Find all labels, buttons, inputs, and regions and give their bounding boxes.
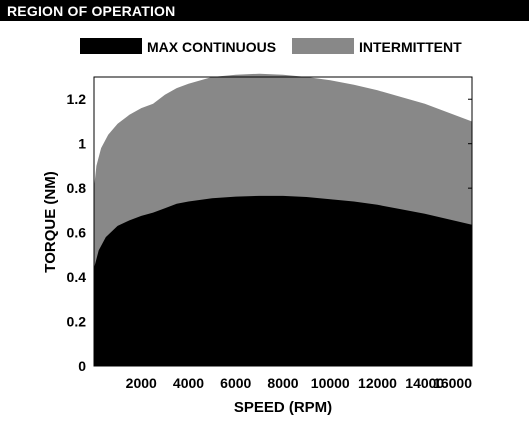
legend: MAX CONTINUOUS INTERMITTENT	[80, 38, 462, 55]
x-tick-label: 6000	[220, 375, 251, 391]
x-tick-label: 10000	[311, 375, 350, 391]
x-axis-title: SPEED (RPM)	[234, 399, 332, 416]
y-tick-label: 1.2	[67, 91, 87, 107]
legend-label-intermittent: INTERMITTENT	[359, 39, 462, 55]
header-bar	[0, 0, 529, 21]
x-tick-label: 14000	[405, 375, 444, 391]
series-max-continuous-area	[94, 195, 472, 366]
plot-area	[93, 73, 473, 367]
x-tick-label: 4000	[173, 375, 204, 391]
y-tick-label: 0.4	[67, 269, 87, 285]
x-tick-label: 12000	[358, 375, 397, 391]
x-tick-label: 2000	[126, 375, 157, 391]
y-tick-label: 1	[78, 136, 86, 152]
y-axis-title: TORQUE (NM)	[42, 171, 59, 272]
y-tick-label: 0	[78, 358, 86, 374]
x-tick-label: 16000	[433, 375, 472, 391]
x-tick-label: 8000	[267, 375, 298, 391]
y-tick-label: 0.8	[67, 180, 87, 196]
header-title: REGION OF OPERATION	[7, 3, 176, 19]
legend-label-max-continuous: MAX CONTINUOUS	[147, 39, 276, 55]
y-tick-label: 0.2	[67, 314, 87, 330]
legend-swatch-max-continuous	[80, 38, 142, 54]
legend-swatch-intermittent	[292, 38, 354, 54]
y-axis: 0 0.2 0.4 0.6 0.8 1 1.2	[67, 91, 472, 374]
y-tick-label: 0.6	[67, 225, 87, 241]
